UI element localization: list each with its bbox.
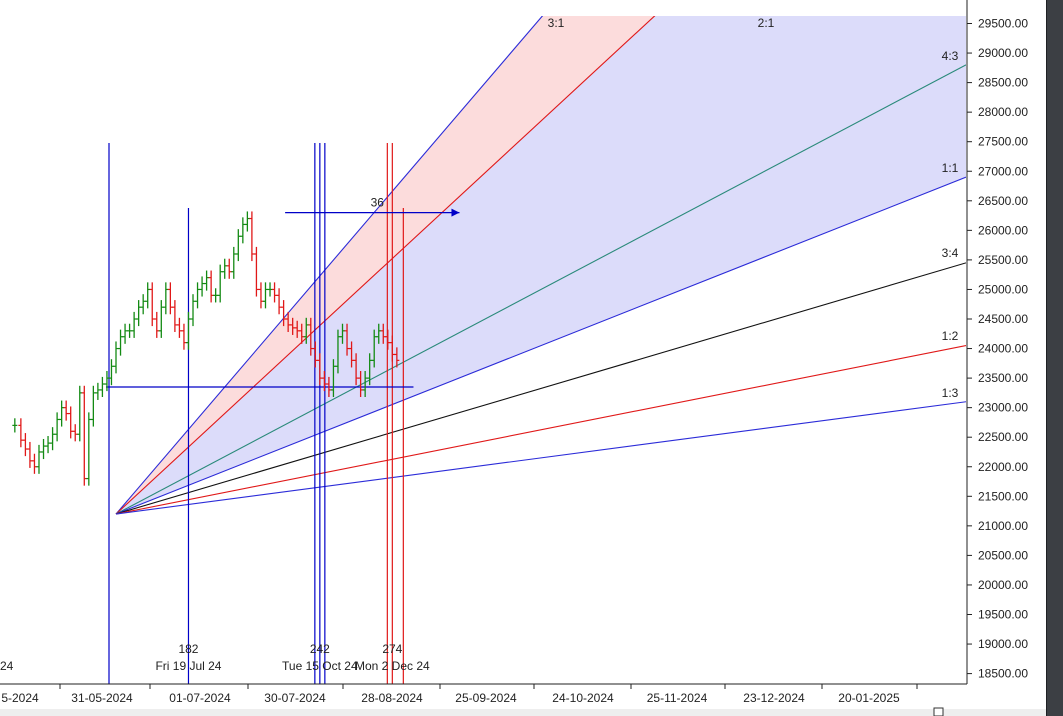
y-tick-label: 20500.00 (978, 548, 1028, 562)
y-tick-label: 28500.00 (978, 76, 1028, 90)
fan-label-4-3: 4:3 (942, 49, 959, 63)
y-tick-label: 20000.00 (978, 578, 1028, 592)
x-tick-label: 23-12-2024 (743, 691, 805, 705)
y-tick-label: 27000.00 (978, 164, 1028, 178)
y-tick-label: 22500.00 (978, 430, 1028, 444)
y-tick-label: 19500.00 (978, 608, 1028, 622)
y-tick-label: 21000.00 (978, 519, 1028, 533)
fan-line-4-3 (115, 64, 966, 515)
fan-line-3-1 (115, 16, 544, 515)
fan-label-1-3: 1:3 (942, 386, 959, 400)
fan-line-1-2 (115, 345, 966, 515)
y-tick-label: 26000.00 (978, 223, 1028, 237)
y-tick-label: 25000.00 (978, 282, 1028, 296)
y-tick-label: 24000.00 (978, 342, 1028, 356)
y-tick-label: 27500.00 (978, 135, 1028, 149)
marker-date-label: Mon 2 Dec 24 (355, 659, 430, 673)
x-tick-label: 28-08-2024 (361, 691, 423, 705)
y-tick-label: 18500.00 (978, 667, 1028, 681)
fan-label-1-2: 1:2 (942, 329, 959, 343)
marker-count-label: 274 (382, 642, 402, 656)
fan-line-2-1 (115, 16, 656, 515)
x-tick-label: 24-10-2024 (552, 691, 614, 705)
y-tick-label: 23000.00 (978, 401, 1028, 415)
bottom-strip (0, 709, 1046, 716)
x-tick-label: 25-09-2024 (455, 691, 517, 705)
fan-line-3-4 (115, 262, 966, 515)
fan-line-1-3 (115, 401, 966, 515)
fan-label-3-1: 3:1 (548, 16, 565, 30)
fan-label-1-1: 1:1 (942, 161, 959, 175)
y-tick-label: 28000.00 (978, 105, 1028, 119)
y-tick-label: 21500.00 (978, 489, 1028, 503)
x-tick-label: 30-07-2024 (264, 691, 326, 705)
fan-label-3-4: 3:4 (942, 246, 959, 260)
marker-date-label: Fri 19 Jul 24 (155, 659, 221, 673)
fan-line-1-1 (115, 176, 966, 515)
x-tick-label: 5-2024 (1, 691, 39, 705)
marker-count-label: 242 (310, 642, 330, 656)
marker-count-label: 182 (178, 642, 198, 656)
left-edge-label: 24 (0, 659, 14, 673)
y-tick-label: 26500.00 (978, 194, 1028, 208)
scroll-thumb (933, 707, 944, 716)
x-tick-label: 01-07-2024 (169, 691, 231, 705)
y-tick-label: 24500.00 (978, 312, 1028, 326)
arrow-head (451, 208, 460, 217)
y-tick-label: 19000.00 (978, 637, 1028, 651)
marker-date-label: Tue 15 Oct 24 (282, 659, 358, 673)
y-tick-label: 29000.00 (978, 46, 1028, 60)
y-tick-label: 25500.00 (978, 253, 1028, 267)
y-tick-label: 23500.00 (978, 371, 1028, 385)
gann-fan (115, 16, 966, 515)
arrow-label: 36 (371, 196, 385, 210)
x-tick-label: 20-01-2025 (838, 691, 900, 705)
y-tick-label: 29500.00 (978, 17, 1028, 31)
x-tick-label: 25-11-2024 (647, 691, 708, 705)
right-side-panel (1046, 0, 1063, 716)
y-tick-label: 22000.00 (978, 460, 1028, 474)
x-tick-label: 31-05-2024 (71, 691, 133, 705)
fan-label-2-1: 2:1 (758, 16, 775, 30)
